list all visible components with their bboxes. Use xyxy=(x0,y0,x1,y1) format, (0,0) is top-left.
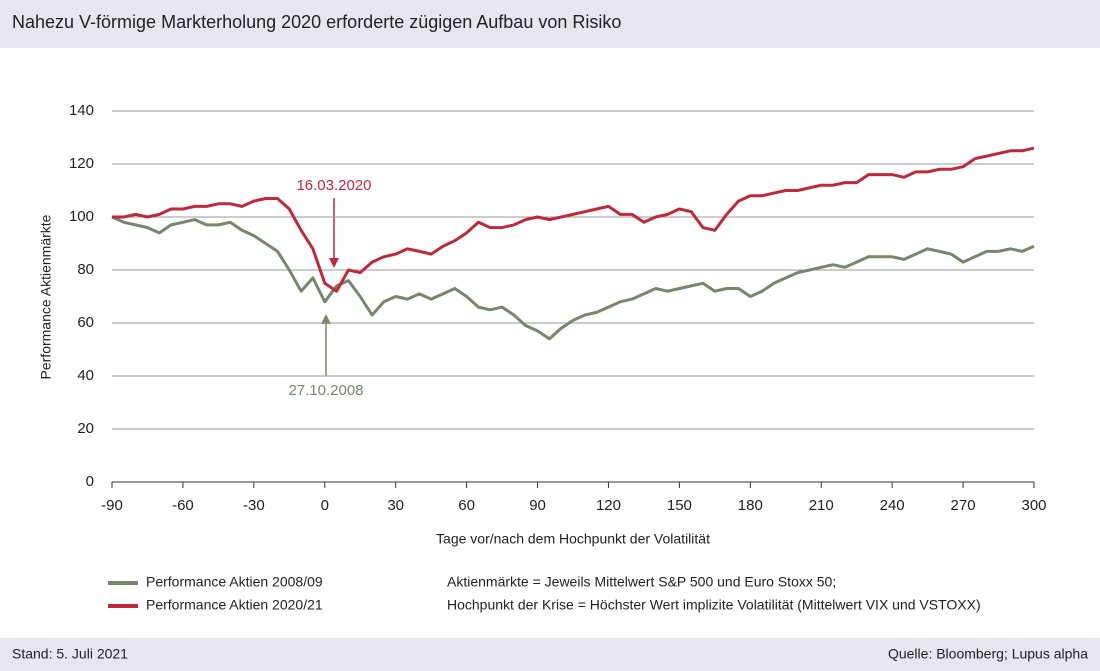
x-tick-label: -90 xyxy=(101,497,123,514)
legend-label: Performance Aktien 2008/09 xyxy=(146,574,323,590)
x-tick-label: 120 xyxy=(596,497,621,514)
x-tick-label: 150 xyxy=(667,497,692,514)
footer-left: Stand: 5. Juli 2021 xyxy=(12,646,128,662)
annotation-arrowhead xyxy=(321,314,331,324)
x-axis-label: Tage vor/nach dem Hochpunkt der Volatili… xyxy=(436,531,710,547)
legend-label: Performance Aktien 2020/21 xyxy=(146,597,323,613)
series-line xyxy=(111,215,1035,341)
x-tick-label: -30 xyxy=(243,497,265,514)
header-band xyxy=(0,0,1100,48)
x-tick-label: 30 xyxy=(387,497,404,514)
x-tick-label: 270 xyxy=(951,497,976,514)
footer-right: Quelle: Bloomberg; Lupus alpha xyxy=(888,646,1088,662)
series-line xyxy=(112,146,1035,293)
y-tick-label: 100 xyxy=(69,208,94,225)
annotation: 16.03.2020 xyxy=(296,177,371,194)
footer-band xyxy=(0,638,1100,671)
y-tick-label: 40 xyxy=(77,367,94,384)
x-tick-label: 90 xyxy=(529,497,546,514)
x-tick-label: 210 xyxy=(809,497,834,514)
chart-title: Nahezu V-förmige Markterholung 2020 erfo… xyxy=(12,12,621,32)
x-tick-label: 240 xyxy=(880,497,905,514)
y-tick-label: 60 xyxy=(77,314,94,331)
y-tick-label: 20 xyxy=(77,420,94,437)
annotation: 27.10.2008 xyxy=(288,382,363,399)
x-tick-label: 60 xyxy=(458,497,475,514)
annotation-arrowhead xyxy=(329,258,339,268)
y-tick-label: 80 xyxy=(77,261,94,278)
y-tick-label: 140 xyxy=(69,102,94,119)
y-tick-label: 120 xyxy=(69,155,94,172)
note: Hochpunkt der Krise = Höchster Wert impl… xyxy=(447,597,981,613)
x-tick-label: -60 xyxy=(172,497,194,514)
note: Aktienmärkte = Jeweils Mittelwert S&P 50… xyxy=(447,574,836,590)
x-tick-label: 300 xyxy=(1021,497,1046,514)
x-tick-label: 180 xyxy=(738,497,763,514)
y-axis-label: Performance Aktienmärkte xyxy=(38,214,54,379)
x-tick-label: 0 xyxy=(321,497,329,514)
y-tick-label: 0 xyxy=(86,473,94,490)
